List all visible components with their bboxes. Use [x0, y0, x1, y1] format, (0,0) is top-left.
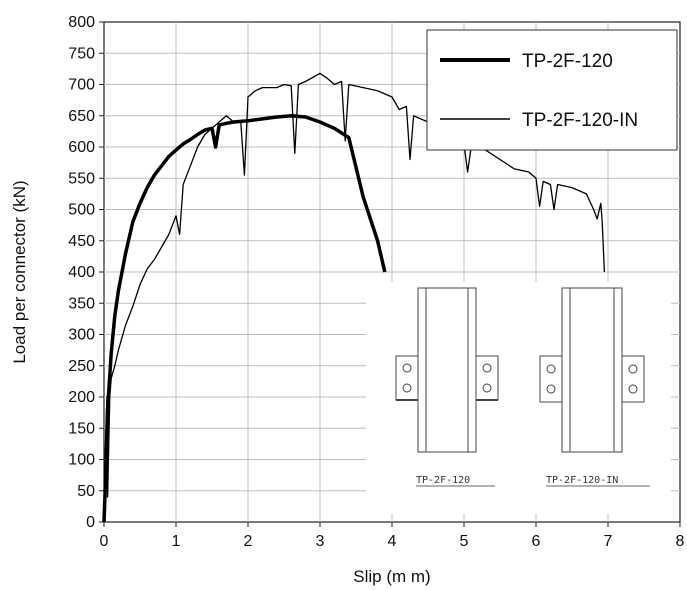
y-tick-label: 150: [68, 420, 95, 437]
connector-hole: [546, 384, 556, 394]
x-tick-label: 8: [676, 533, 685, 550]
x-tick-label: 2: [244, 533, 253, 550]
connector-hole: [546, 364, 556, 374]
slab-right-2: [621, 355, 645, 403]
y-tick-label: 600: [68, 139, 95, 156]
specimen-tp-2f-120: TP-2F-120: [395, 287, 499, 487]
x-tick-label: 5: [460, 533, 469, 550]
slab-left-1: [395, 355, 419, 401]
slab-left-2: [539, 355, 563, 403]
specimen-tp-2f-120-in: TP-2F-120-IN: [539, 287, 650, 487]
series-line-1: [102, 114, 387, 523]
legend-label-2: TP-2F-120-IN: [522, 110, 638, 131]
inset-label-2: TP-2F-120-IN: [546, 475, 618, 486]
x-tick-label: 4: [388, 533, 397, 550]
y-tick-label: 400: [68, 264, 95, 281]
y-tick-label: 100: [68, 452, 95, 469]
y-tick-label: 250: [68, 358, 95, 375]
y-tick-label: 350: [68, 295, 95, 312]
slab-right-1: [475, 355, 499, 401]
inset-label-1: TP-2F-120: [416, 475, 470, 486]
y-tick-label: 200: [68, 389, 95, 406]
specimen-inset: TP-2F-120 TP-2F-120-IN: [366, 282, 671, 514]
x-tick-label: 1: [172, 533, 181, 550]
x-tick-label: 0: [100, 533, 109, 550]
legend-box: [426, 29, 678, 151]
x-axis-label: Slip (m m): [353, 567, 430, 586]
y-tick-label: 500: [68, 202, 95, 219]
connector-hole: [402, 383, 412, 393]
connector-hole: [482, 363, 492, 373]
steel-section-1: [417, 287, 477, 453]
series-layer: [102, 72, 606, 523]
legend: TP-2F-120 TP-2F-120-IN: [426, 29, 678, 151]
y-tick-label: 550: [68, 170, 95, 187]
y-axis-ticks: 0 50 100 150 200 250 300 350 400 450 500 550 600 650 7…: [68, 14, 104, 531]
connector-hole: [482, 383, 492, 393]
x-tick-label: 6: [532, 533, 541, 550]
y-axis-label: Load per connector (kN): [10, 180, 29, 363]
steel-section-2: [561, 287, 623, 453]
y-tick-label: 650: [68, 108, 95, 125]
connector-hole: [628, 384, 638, 394]
y-tick-label: 300: [68, 327, 95, 344]
y-tick-label: 800: [68, 14, 95, 31]
y-tick-label: 50: [77, 483, 95, 500]
x-tick-label: 7: [604, 533, 613, 550]
y-tick-label: 450: [68, 233, 95, 250]
x-tick-label: 3: [316, 533, 325, 550]
legend-label-1: TP-2F-120: [522, 51, 613, 72]
connector-hole: [628, 364, 638, 374]
y-tick-label: 0: [86, 514, 95, 531]
y-tick-label: 700: [68, 77, 95, 94]
series-line-2: [103, 72, 606, 523]
y-tick-label: 750: [68, 45, 95, 62]
x-axis-ticks: 0 1 2 3 4 5 6 7 8: [100, 522, 685, 550]
connector-hole: [402, 363, 412, 373]
